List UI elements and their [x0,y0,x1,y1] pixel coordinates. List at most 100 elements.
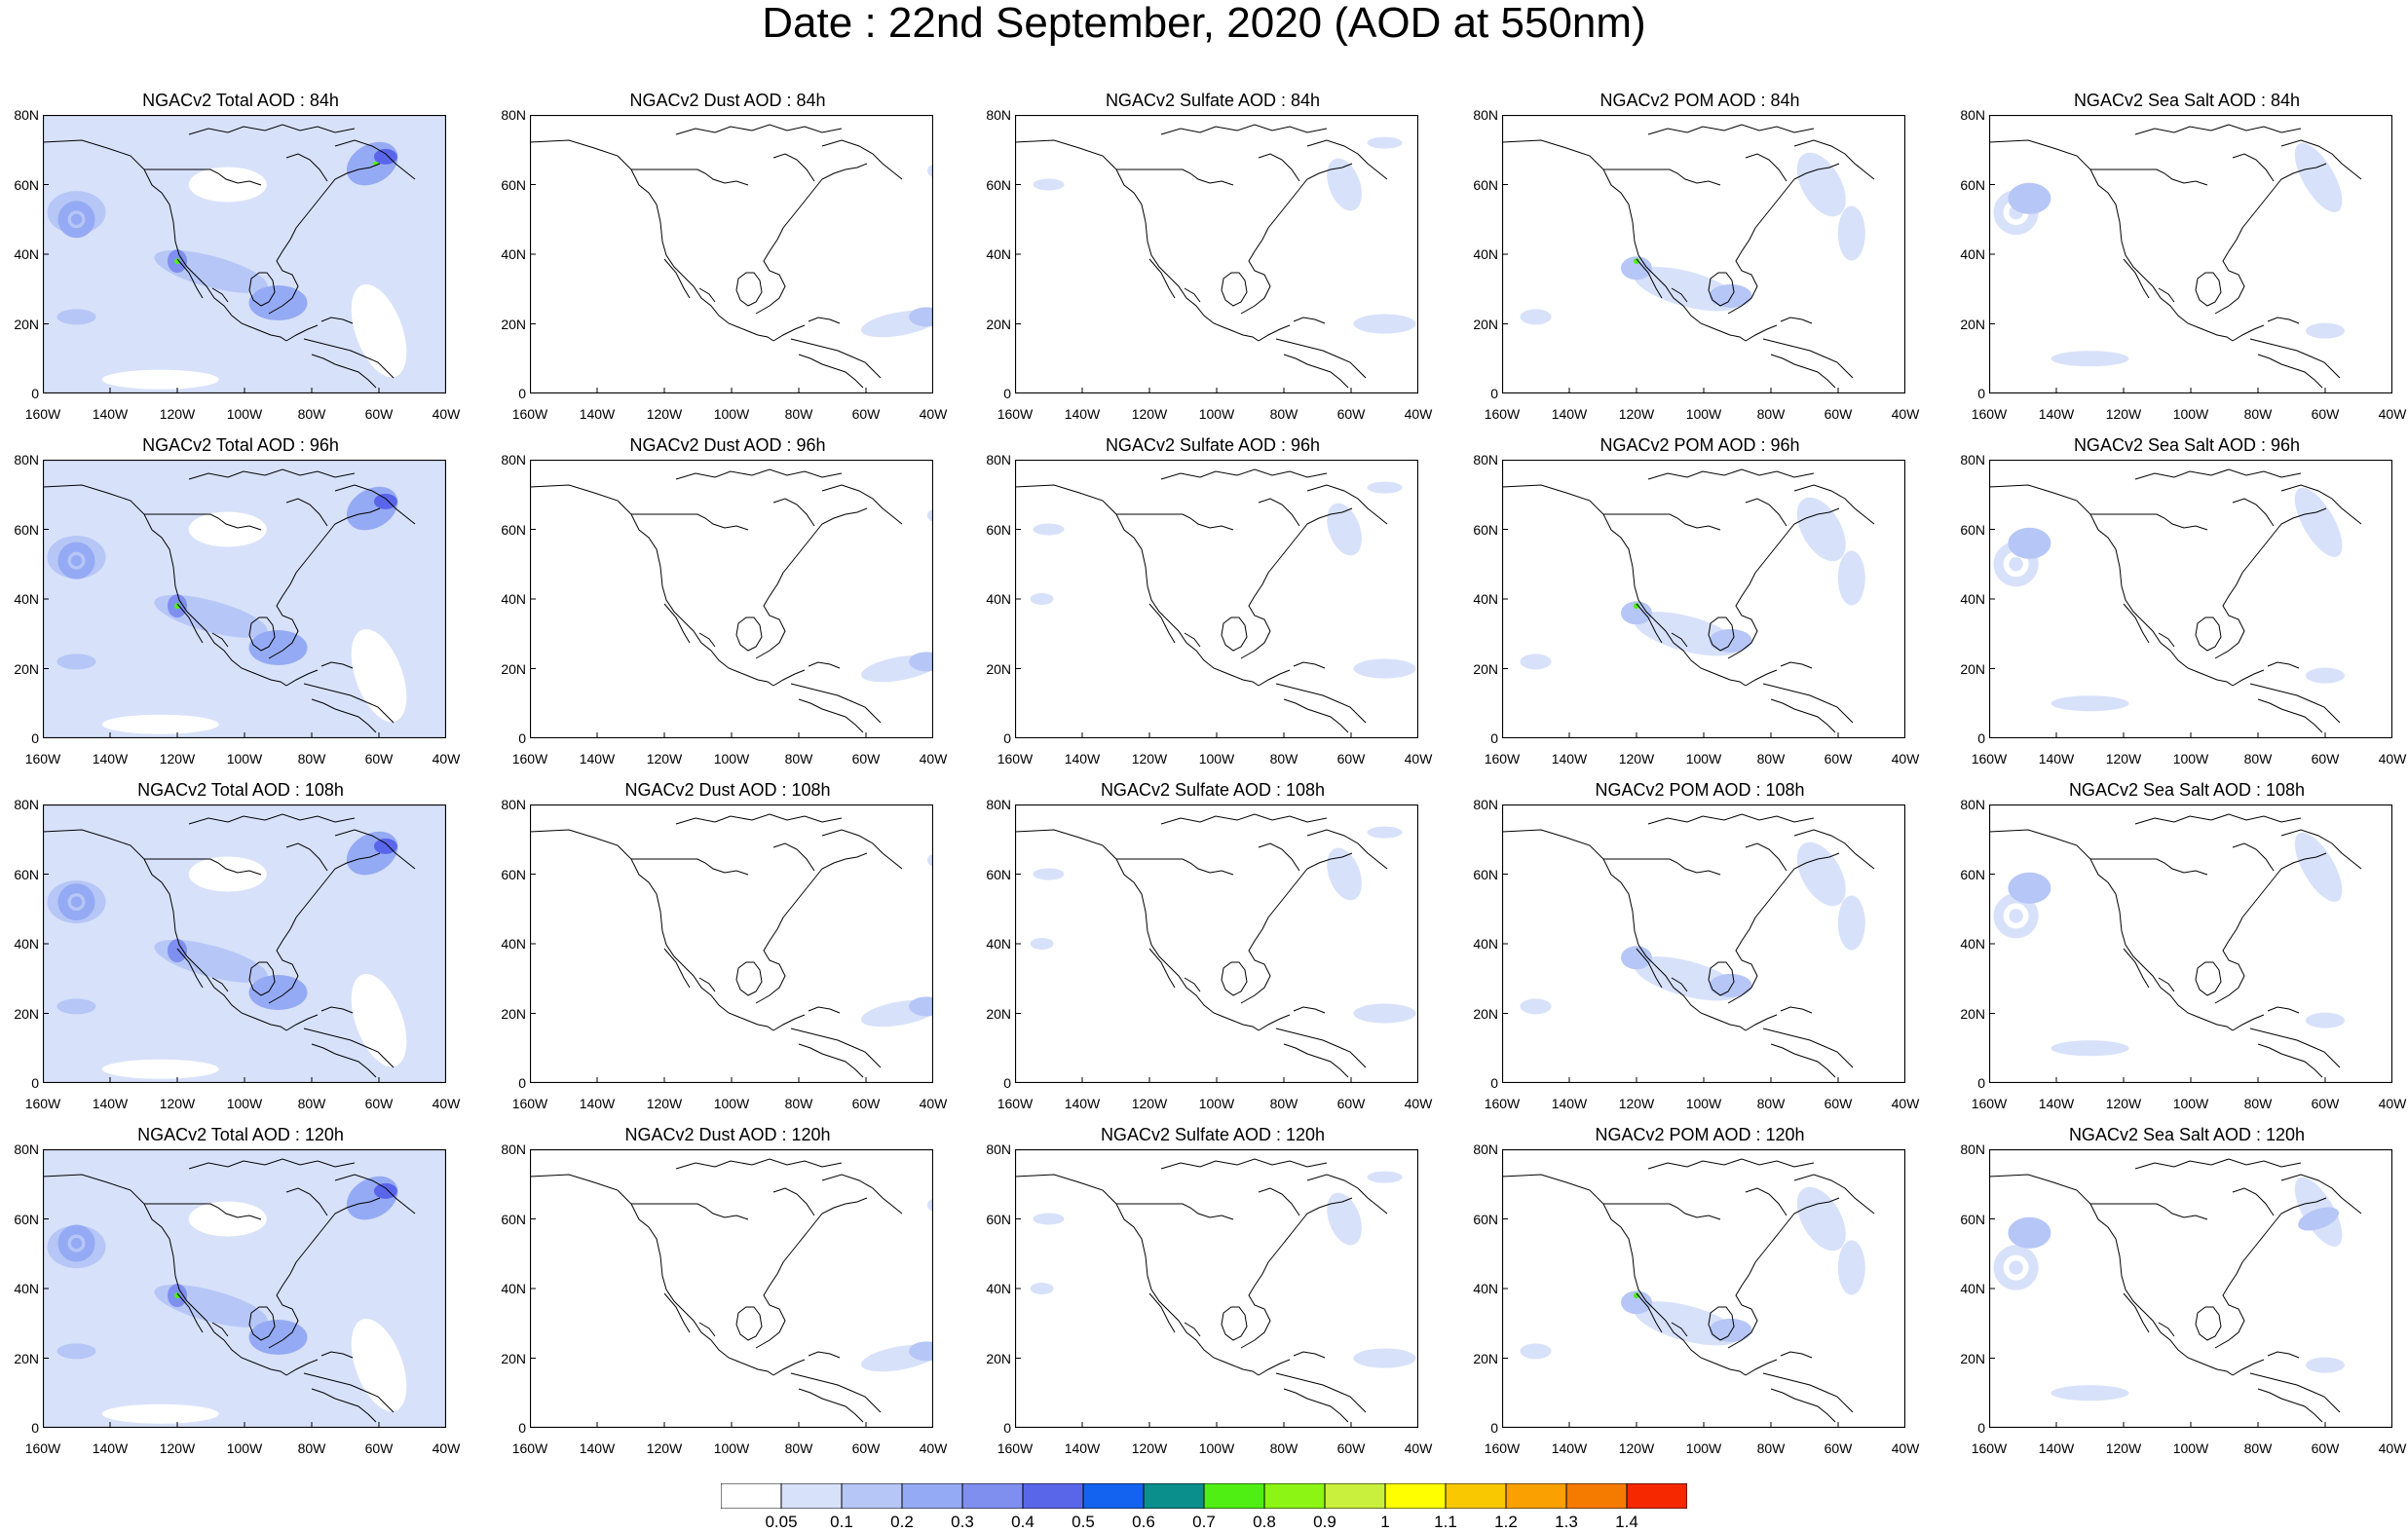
lon-tick-label: 120W [159,1440,196,1456]
coastline [43,468,416,733]
lon-tick-label: 160W [24,406,61,422]
lon-tick-label: 60W [364,1096,394,1111]
lat-tick-label: 40N [986,936,1011,952]
lat-tick-label: 20N [986,660,1011,677]
lat-tick-label: 60N [14,176,39,193]
lat-tick-label: 0 [1977,1420,1985,1436]
colorbar-swatch [901,1483,963,1509]
lon-tick-label: 60W [1336,1440,1366,1456]
lon-tick-label: 160W [1484,406,1521,422]
colorbar-label: 0.5 [1072,1513,1095,1531]
lon-tick-label: 120W [1131,1096,1168,1111]
lon-tick-label: 160W [997,751,1034,766]
map-panel: NGACv2 POM AOD : 108h 80N 60N 40N 20N 0 160W 14… [1459,779,1940,1124]
map-panel: NGACv2 Sulfate AOD : 108h 80N 60N 40N 20N 0 16… [972,779,1453,1124]
lon-tick-label: 120W [159,406,196,422]
lat-tick-label: 20N [14,660,39,677]
aod-plume [1520,309,1552,325]
lon-tick-label: 80W [784,751,813,766]
coastline [1989,1158,2362,1423]
lon-tick-label: 40W [919,1096,948,1111]
aod-plume [2008,872,2051,904]
lon-tick-label: 160W [511,406,548,422]
aod-plume [1367,826,1403,839]
lon-tick-label: 140W [2038,1440,2075,1456]
lon-tick-label: 160W [24,1096,61,1111]
panel-title: NGACv2 Sulfate AOD : 120h [1100,1125,1326,1144]
colorbar-label: 0.9 [1313,1513,1336,1531]
lat-tick-label: 20N [1473,1005,1498,1022]
aod-plume [1621,1290,1652,1315]
coastline [1502,124,1875,389]
lon-tick-label: 80W [784,1096,813,1111]
lon-tick-label: 100W [1198,1096,1235,1111]
lon-tick-label: 160W [997,406,1034,422]
aod-plume [909,1341,933,1362]
lon-tick-label: 140W [1064,1440,1101,1456]
cyclone-swirl [57,1224,95,1262]
map-panel: NGACv2 Dust AOD : 120h 80N 60N 40N 20N 0 160W 1… [487,1124,968,1469]
colorbar-swatch [1082,1483,1145,1509]
cyclone-swirl [57,542,95,580]
aod-plume [1837,895,1865,951]
colorbar-swatch [1143,1483,1205,1509]
map-panel: NGACv2 Total AOD : 84h 80N 60N 40N 20N 0 160W 1… [0,90,481,434]
lat-tick-label: 40N [501,591,526,607]
lat-tick-label: 80N [1473,107,1498,123]
lon-tick-label: 100W [713,406,750,422]
colorbar-swatch [841,1483,903,1509]
lon-tick-label: 160W [511,751,548,766]
aod-plume [56,998,96,1015]
cyclone-core [70,896,83,908]
lon-tick-label: 120W [2105,406,2142,422]
colorbar-label: 0.7 [1192,1513,1216,1531]
lon-tick-label: 140W [1064,751,1101,766]
aod-plume [927,1199,933,1212]
lon-tick-label: 80W [1269,1440,1298,1456]
map-panel: NGACv2 Dust AOD : 84h 80N 60N 40N 20N 0 160W 14… [487,90,968,434]
lon-tick-label: 140W [92,751,129,766]
aod-plume [1327,503,1362,556]
lon-tick-label: 100W [1685,751,1722,766]
aod-plume [1796,152,1846,217]
aod-plume [2306,1357,2345,1373]
lat-tick-label: 0 [518,1420,526,1436]
lon-tick-label: 60W [364,406,394,422]
lon-tick-label: 140W [1551,1440,1588,1456]
panel-title: NGACv2 Total AOD : 96h [142,435,339,455]
lon-tick-label: 160W [997,1096,1034,1111]
lon-tick-label: 160W [511,1440,548,1456]
colorbar-label: 0.8 [1253,1513,1276,1531]
lon-tick-label: 160W [24,751,61,766]
lat-tick-label: 20N [986,1350,1011,1366]
lat-tick-label: 40N [501,936,526,952]
map-panel: NGACv2 Sea Salt AOD : 108h 80N 60N 40N 20N 0 1… [1946,779,2408,1124]
lat-tick-label: 20N [1960,660,1985,677]
lon-tick-label: 80W [297,1096,326,1111]
lon-tick-label: 40W [1891,1096,1920,1111]
aod-clean-region [351,1318,407,1412]
lat-tick-label: 0 [31,1420,39,1436]
lon-tick-label: 120W [1618,406,1655,422]
lon-tick-label: 120W [1618,1440,1655,1456]
lat-tick-label: 80N [986,107,1011,123]
lat-tick-label: 0 [1490,1075,1498,1091]
panel-title: NGACv2 Sulfate AOD : 108h [1100,780,1326,800]
figure-title: Date : 22nd September, 2020 (AOD at 550n… [762,0,1646,47]
aod-clean-region [188,856,267,892]
lon-tick-label: 80W [297,1440,326,1456]
panel-title: NGACv2 POM AOD : 84h [1599,91,1800,110]
map-canvas [1989,460,2392,738]
lat-tick-label: 20N [14,1005,39,1022]
lat-tick-label: 40N [1473,936,1498,952]
lat-tick-label: 0 [1003,386,1011,401]
lat-tick-label: 0 [518,1075,526,1091]
colorbar-label: 0.05 [765,1513,798,1531]
colorbar-swatch [961,1483,1024,1509]
lon-tick-label: 60W [1824,1096,1853,1111]
aod-plume [1709,283,1752,308]
aod-plume [2294,487,2343,557]
map-panel: NGACv2 Sulfate AOD : 84h 80N 60N 40N 20N 0 160… [972,90,1453,434]
lon-tick-label: 80W [1756,1440,1786,1456]
aod-plume [1033,868,1065,880]
